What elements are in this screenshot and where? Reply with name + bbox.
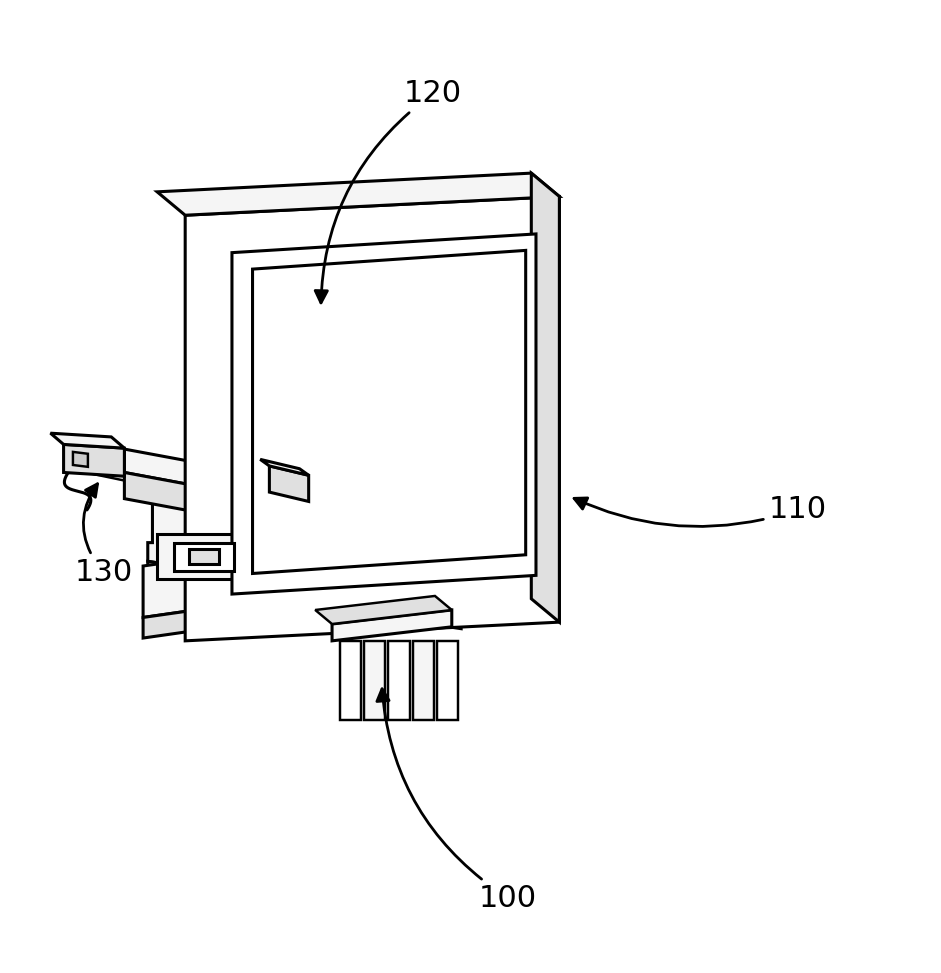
Polygon shape [340, 641, 361, 720]
Polygon shape [124, 473, 527, 573]
Polygon shape [157, 173, 559, 215]
Polygon shape [148, 561, 461, 629]
Polygon shape [148, 485, 461, 608]
Polygon shape [88, 444, 319, 520]
Text: 130: 130 [74, 484, 133, 587]
Polygon shape [51, 433, 124, 449]
Polygon shape [532, 173, 559, 622]
Polygon shape [232, 234, 536, 595]
Polygon shape [389, 641, 409, 720]
Polygon shape [315, 595, 452, 624]
Polygon shape [73, 451, 88, 467]
Text: 110: 110 [574, 495, 827, 526]
Text: 120: 120 [315, 79, 462, 303]
Polygon shape [261, 459, 309, 475]
Polygon shape [269, 466, 309, 501]
Polygon shape [174, 543, 233, 571]
Polygon shape [124, 450, 527, 547]
Polygon shape [157, 534, 250, 579]
Polygon shape [412, 641, 434, 720]
Polygon shape [252, 250, 526, 573]
Polygon shape [64, 445, 124, 476]
Polygon shape [185, 197, 559, 641]
Polygon shape [306, 478, 382, 490]
Polygon shape [332, 610, 452, 641]
Polygon shape [189, 550, 219, 564]
Text: 100: 100 [377, 689, 537, 913]
Polygon shape [364, 641, 385, 720]
Polygon shape [321, 490, 382, 521]
Polygon shape [437, 641, 458, 720]
Polygon shape [143, 551, 250, 618]
Polygon shape [143, 602, 250, 638]
